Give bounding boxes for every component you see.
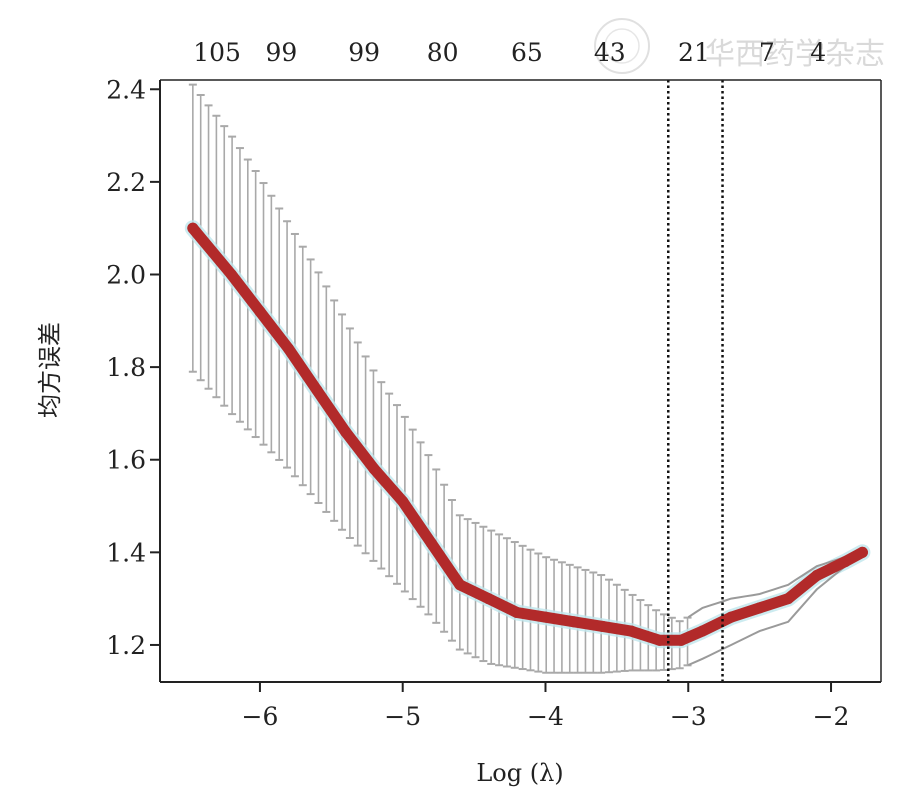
mean-error-point xyxy=(811,569,823,581)
y-tick-label: 2.0 xyxy=(106,260,146,289)
mean-error-point xyxy=(675,634,687,646)
mean-error-point xyxy=(725,611,737,623)
mean-error-point xyxy=(511,607,523,619)
plot-area xyxy=(184,80,871,682)
watermark: 华西药学杂志 xyxy=(594,18,885,74)
x-tick-label: −2 xyxy=(813,702,850,731)
y-tick-label: 2.4 xyxy=(106,75,146,104)
watermark-seal-inner xyxy=(604,28,640,64)
top-axis-label: 80 xyxy=(427,38,459,67)
upper-bound-line xyxy=(687,548,861,619)
x-tick-label: −5 xyxy=(384,702,421,731)
mean-error-point xyxy=(782,593,794,605)
mean-error-point xyxy=(454,579,466,591)
mean-error-point xyxy=(839,556,851,568)
y-tick-label: 1.6 xyxy=(106,446,146,475)
top-axis-label: 99 xyxy=(265,38,297,67)
mean-error-line xyxy=(187,222,868,646)
axes: 1.2 1.4 1.6 1.8 2.0 2.2 2.4 −6 −5 −4 −3 −2 105 99 99 80… xyxy=(106,38,882,731)
top-axis-label: 99 xyxy=(348,38,380,67)
mean-error-point xyxy=(539,611,551,623)
mean-error-point xyxy=(482,593,494,605)
mean-error-point xyxy=(697,625,709,637)
mean-error-point xyxy=(568,616,580,628)
x-axis-label: Log (λ) xyxy=(476,759,563,787)
mean-error-point xyxy=(187,222,199,234)
y-tick-label: 1.8 xyxy=(106,353,146,382)
error-bars xyxy=(188,83,692,674)
mean-error-point xyxy=(340,426,352,438)
series-halo xyxy=(184,220,871,649)
mean-error-point xyxy=(225,268,237,280)
watermark-seal-icon xyxy=(594,18,650,74)
y-tick-label: 2.2 xyxy=(106,168,146,197)
mean-error-point xyxy=(368,463,380,475)
x-tick-label: −6 xyxy=(242,702,279,731)
mean-error-point xyxy=(425,537,437,549)
lower-bound-line xyxy=(687,557,861,666)
mean-error-point xyxy=(856,546,868,558)
y-axis-label: 均方误差 xyxy=(36,322,64,418)
top-axis-label: 21 xyxy=(678,38,710,67)
mean-error-point xyxy=(597,620,609,632)
x-tick-label: −4 xyxy=(527,702,564,731)
y-tick-label: 1.4 xyxy=(106,538,146,567)
mean-error-point xyxy=(254,306,266,318)
mean-error-point xyxy=(754,602,766,614)
mean-error-point xyxy=(282,343,294,355)
mean-error-point xyxy=(311,384,323,396)
top-axis-label: 65 xyxy=(511,38,543,67)
watermark-text: 华西药学杂志 xyxy=(705,37,885,72)
top-axis-label: 43 xyxy=(594,38,626,67)
mean-error-point xyxy=(397,495,409,507)
top-axis-label: 4 xyxy=(810,38,826,67)
y-tick-label: 1.2 xyxy=(106,631,146,660)
mean-error-point xyxy=(654,634,666,646)
top-axis-label: 7 xyxy=(759,38,775,67)
mean-error-point xyxy=(625,625,637,637)
top-axis-label: 105 xyxy=(193,38,241,67)
x-tick-label: −3 xyxy=(670,702,707,731)
